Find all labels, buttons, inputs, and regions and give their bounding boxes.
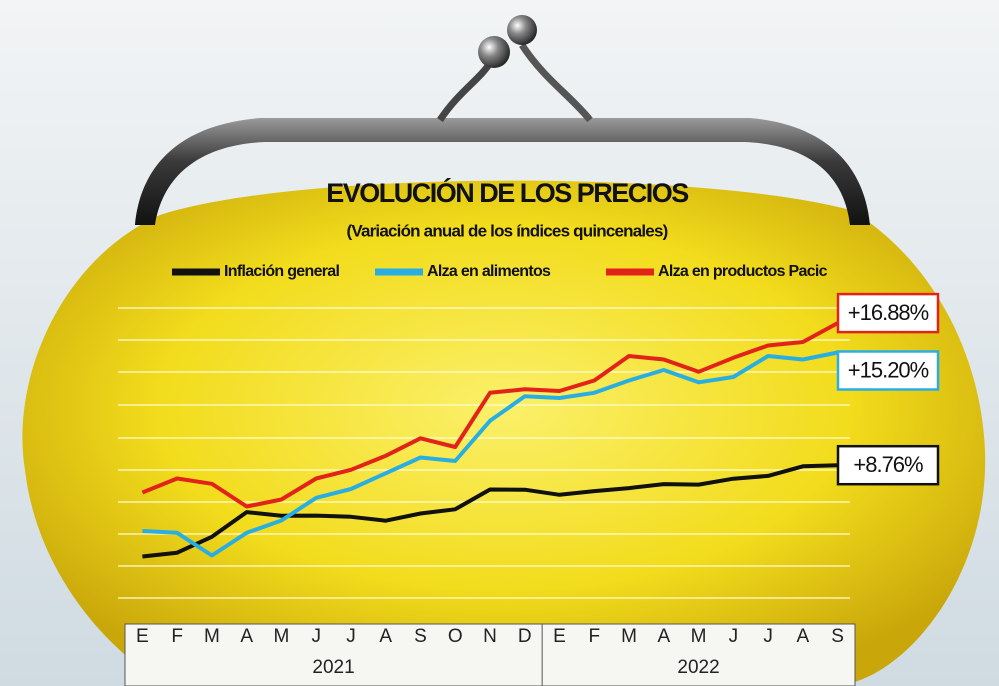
x-tick-label: J <box>311 626 321 647</box>
chart-subtitle: (Variación anual de los índices quincena… <box>347 221 668 240</box>
x-tick-label: M <box>274 626 290 647</box>
x-tick-label: E <box>553 626 566 647</box>
year-label: 2021 <box>312 657 354 678</box>
x-tick-label: M <box>204 626 220 647</box>
legend-label: Alza en alimentos <box>427 263 551 280</box>
end-label: +8.76% <box>853 452 923 477</box>
purse-body <box>22 181 985 686</box>
x-tick-label: S <box>831 626 844 647</box>
x-tick-label: A <box>797 626 810 647</box>
chart-title: EVOLUCIÓN DE LOS PRECIOS <box>326 177 688 208</box>
x-tick-label: A <box>657 626 670 647</box>
legend-label: Inflación general <box>224 263 339 280</box>
x-tick-label: J <box>729 626 739 647</box>
clasp-ball <box>478 36 510 68</box>
x-tick-label: N <box>483 626 497 647</box>
x-tick-label: J <box>763 626 773 647</box>
x-tick-label: M <box>691 626 707 647</box>
x-tick-label: F <box>588 626 600 647</box>
page: {"chart_data": {"type": "line", "title":… <box>0 0 999 686</box>
end-label: +16.88% <box>848 300 929 325</box>
chart: EVOLUCIÓN DE LOS PRECIOS (Variación anua… <box>0 0 999 686</box>
x-tick-label: O <box>448 626 463 647</box>
x-tick-label: E <box>136 626 149 647</box>
x-tick-label: S <box>414 626 427 647</box>
x-tick-label: A <box>240 626 253 647</box>
x-tick-label: J <box>346 626 356 647</box>
year-label: 2022 <box>677 657 719 678</box>
end-label: +15.20% <box>848 357 929 382</box>
x-tick-label: D <box>518 626 532 647</box>
x-tick-label: A <box>379 626 392 647</box>
x-tick-label: F <box>171 626 183 647</box>
x-tick-label: M <box>621 626 637 647</box>
legend-label: Alza en productos Pacic <box>658 263 828 280</box>
clasp-ball <box>507 15 537 45</box>
